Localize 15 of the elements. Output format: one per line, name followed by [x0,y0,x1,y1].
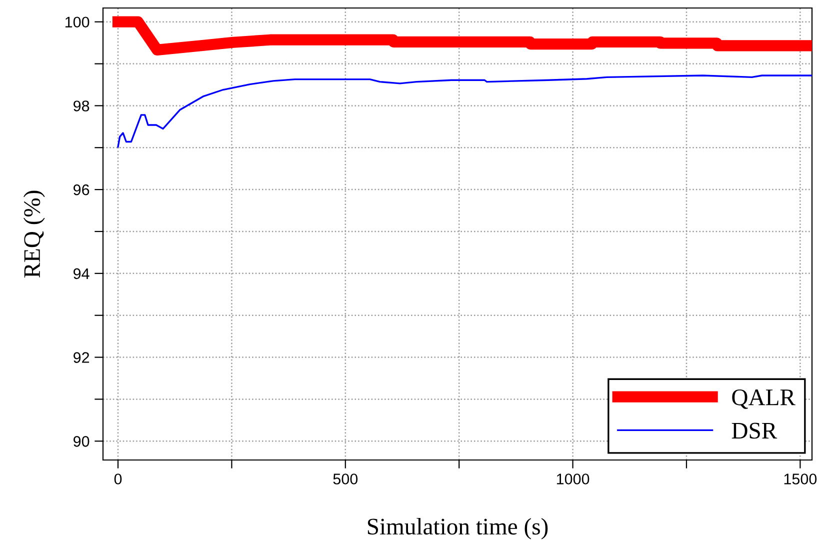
legend-label: DSR [732,422,778,439]
x-tick-label: 1000 [556,474,590,484]
x-tick-label: 0 [114,474,122,484]
legend-label: QALR [732,389,796,409]
line-series [117,74,812,148]
y-tick-label: 96 [74,184,90,196]
y-axis-title: REQ (%) [23,190,45,278]
y-tick-label: 94 [74,268,90,280]
x-tick-label: 1500 [784,474,817,484]
y-tick-label: 100 [65,16,90,28]
y-tick-label: 90 [74,436,90,447]
x-axis-title: Simulation time (s) [368,518,548,540]
x-tick-label: 500 [333,474,358,484]
y-tick-label: 98 [74,100,90,112]
y-tick-label: 92 [74,352,90,363]
